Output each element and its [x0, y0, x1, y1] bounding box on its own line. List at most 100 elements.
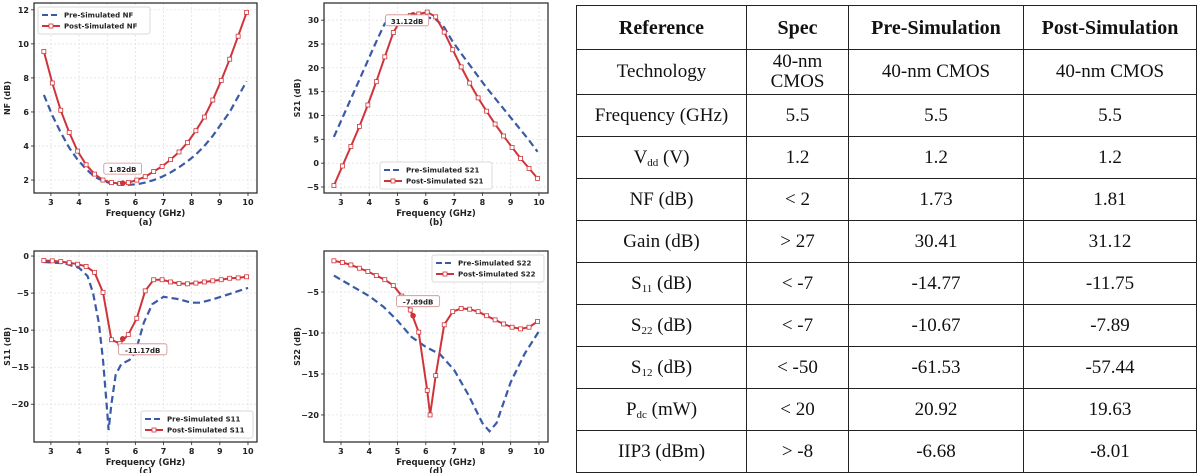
- x-tick-label: 9: [508, 447, 514, 456]
- spec-cell: < -50: [746, 346, 849, 389]
- data-point-marker: [218, 78, 224, 83]
- table-header-row: Reference Spec Pre-Simulation Post-Simul…: [576, 5, 1197, 50]
- data-point-marker: [134, 177, 140, 183]
- x-tick-label: 10: [242, 447, 254, 456]
- highlight-point: [410, 312, 416, 319]
- data-point-marker: [185, 140, 190, 146]
- x-tick-label: 6: [423, 198, 429, 207]
- chart-panel-c: 3 4 5 6 7 8 9 10 −20 −15 −10 −5 0 -11.17dB Frequency (…: [3, 250, 258, 473]
- header-reference: Reference: [576, 5, 747, 50]
- data-point-marker: [424, 9, 430, 15]
- table-row: NF (dB) < 2 1.73 1.81: [576, 178, 1197, 221]
- y-tick-label: −10: [11, 326, 29, 335]
- data-point-marker: [58, 259, 64, 264]
- pre-simulation-cell: 20.92: [848, 388, 1024, 431]
- data-point-marker: [218, 277, 224, 283]
- data-point-marker: [416, 329, 422, 335]
- y-axis-label: NF (dB): [3, 81, 12, 115]
- data-point-marker: [339, 163, 345, 169]
- header-post-simulation: Post-Simulation: [1023, 5, 1197, 50]
- param-name: P: [625, 398, 637, 420]
- param-subscript: 11: [641, 282, 653, 295]
- x-tick-label: 8: [480, 447, 486, 456]
- data-point-marker: [356, 265, 362, 271]
- x-axis-label: Frequency (GHz): [106, 458, 186, 468]
- y-tick-label: 15: [308, 88, 320, 97]
- param-cell: NF (dB): [576, 178, 747, 221]
- data-point-marker: [210, 278, 216, 284]
- data-point-marker: [159, 164, 165, 169]
- data-point-marker: [441, 29, 447, 35]
- data-point-marker: [125, 180, 131, 186]
- spec-cell: > 27: [746, 220, 849, 263]
- data-point-marker: [356, 124, 362, 129]
- x-tick-label: 8: [189, 198, 195, 207]
- y-axis-label: S21 (dB): [293, 79, 302, 118]
- data-point-marker: [373, 273, 379, 278]
- x-tick-label: 4: [76, 447, 82, 456]
- legend-box: [37, 6, 151, 35]
- legend: Pre-Simulated S22 Post-Simulated S22: [431, 254, 545, 283]
- data-point-marker: [83, 264, 89, 269]
- param-unit: (dB): [652, 272, 692, 294]
- param-cell: Vdd (V): [576, 136, 747, 179]
- data-point-marker: [193, 280, 199, 286]
- data-point-marker: [49, 80, 55, 86]
- series-line-post-simulated: [42, 12, 248, 185]
- plot-area: [331, 258, 540, 433]
- data-point-marker: [92, 171, 97, 177]
- y-tick-label: 5: [313, 135, 319, 144]
- data-point-marker: [109, 180, 114, 186]
- data-point-marker: [49, 258, 55, 264]
- y-axis-label: S11 (dB): [3, 327, 12, 366]
- y-tick-label: 4: [23, 142, 29, 151]
- y-tick-label: −5: [17, 289, 30, 298]
- data-point-marker: [75, 261, 81, 267]
- post-simulation-cell: 40-nm CMOS: [1023, 49, 1197, 95]
- data-point-marker: [176, 281, 182, 286]
- y-tick-label: −15: [11, 363, 29, 372]
- data-point-marker: [382, 54, 388, 60]
- data-point-marker: [58, 107, 64, 113]
- param-cell: Gain (dB): [576, 220, 747, 263]
- x-tick-label: 5: [104, 198, 110, 207]
- performance-table: Reference Spec Pre-Simulation Post-Simul…: [576, 5, 1197, 473]
- x-tick-label: 10: [242, 198, 254, 207]
- pre-simulation-cell: -6.68: [848, 430, 1024, 473]
- data-point-marker: [100, 289, 106, 295]
- x-axis-label: Frequency (GHz): [396, 458, 476, 468]
- x-tick-label: 9: [217, 198, 223, 207]
- data-point-marker: [66, 129, 72, 135]
- data-point-marker: [492, 121, 498, 127]
- legend-marker: [390, 178, 396, 184]
- legend-label: Post-Simulated S22: [458, 271, 536, 279]
- data-point-marker: [433, 373, 439, 379]
- data-point-marker: [501, 133, 506, 139]
- table-row: S22 (dB) < -7 -10.67 -7.89: [576, 304, 1197, 347]
- plot-area: [41, 9, 249, 186]
- data-point-marker: [467, 80, 473, 86]
- annotation-label: 1.82dB: [109, 166, 137, 174]
- data-point-marker: [185, 281, 190, 287]
- y-tick-label: −10: [301, 329, 319, 338]
- header-spec: Spec: [746, 5, 849, 50]
- data-point-marker: [176, 149, 182, 155]
- param-name: Frequency (GHz): [594, 104, 729, 126]
- data-point-marker: [227, 275, 233, 281]
- data-point-marker: [109, 337, 114, 343]
- x-tick-label: 10: [533, 198, 545, 207]
- x-tick-label: 3: [338, 198, 344, 207]
- y-tick-label: 10: [18, 40, 30, 49]
- legend-marker: [48, 23, 54, 29]
- panel-caption: (b): [429, 218, 443, 228]
- post-simulation-cell: -7.89: [1023, 304, 1197, 347]
- data-point-marker: [441, 322, 447, 328]
- legend-box: [379, 161, 493, 190]
- data-point-marker: [142, 174, 148, 180]
- y-tick-label: 0: [23, 252, 29, 261]
- data-point-marker: [193, 128, 199, 134]
- param-name: S: [630, 356, 642, 378]
- spec-cell: < 2: [746, 178, 849, 221]
- data-point-marker: [390, 283, 396, 288]
